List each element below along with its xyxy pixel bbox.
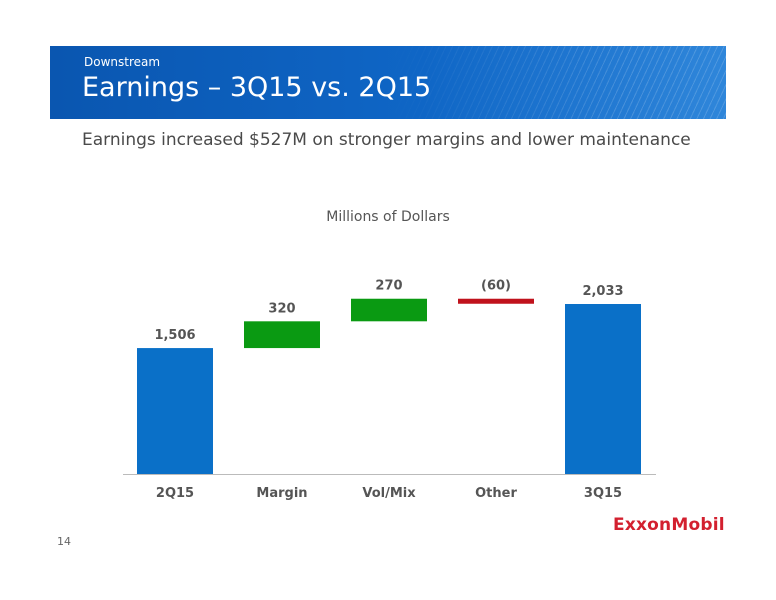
data-label: 1,506 xyxy=(154,328,195,343)
bar-other xyxy=(458,298,534,304)
bar-vol-mix xyxy=(351,298,427,322)
slide-subtitle: Earnings increased $527M on stronger mar… xyxy=(82,130,691,150)
exxonmobil-logo: ExxonMobil xyxy=(613,515,725,535)
category-label: 2Q15 xyxy=(156,486,194,501)
bar-3q15 xyxy=(565,304,641,474)
data-label: (60) xyxy=(481,279,511,294)
data-label: 320 xyxy=(268,301,295,316)
category-label: Margin xyxy=(256,486,307,501)
chart-unit-label: Millions of Dollars xyxy=(326,209,450,225)
slide-title: Earnings – 3Q15 vs. 2Q15 xyxy=(82,72,432,103)
header-band: Downstream Earnings – 3Q15 vs. 2Q15 xyxy=(50,46,726,119)
bar-margin xyxy=(244,321,320,349)
data-label: 270 xyxy=(375,279,402,294)
header-pattern xyxy=(386,46,726,119)
category-label: 3Q15 xyxy=(584,486,622,501)
bar-2q15 xyxy=(137,348,213,474)
category-label: Vol/Mix xyxy=(362,486,416,501)
category-label: Other xyxy=(475,486,517,501)
section-kicker: Downstream xyxy=(84,55,161,69)
page-number: 14 xyxy=(57,535,71,548)
data-label: 2,033 xyxy=(582,284,623,299)
